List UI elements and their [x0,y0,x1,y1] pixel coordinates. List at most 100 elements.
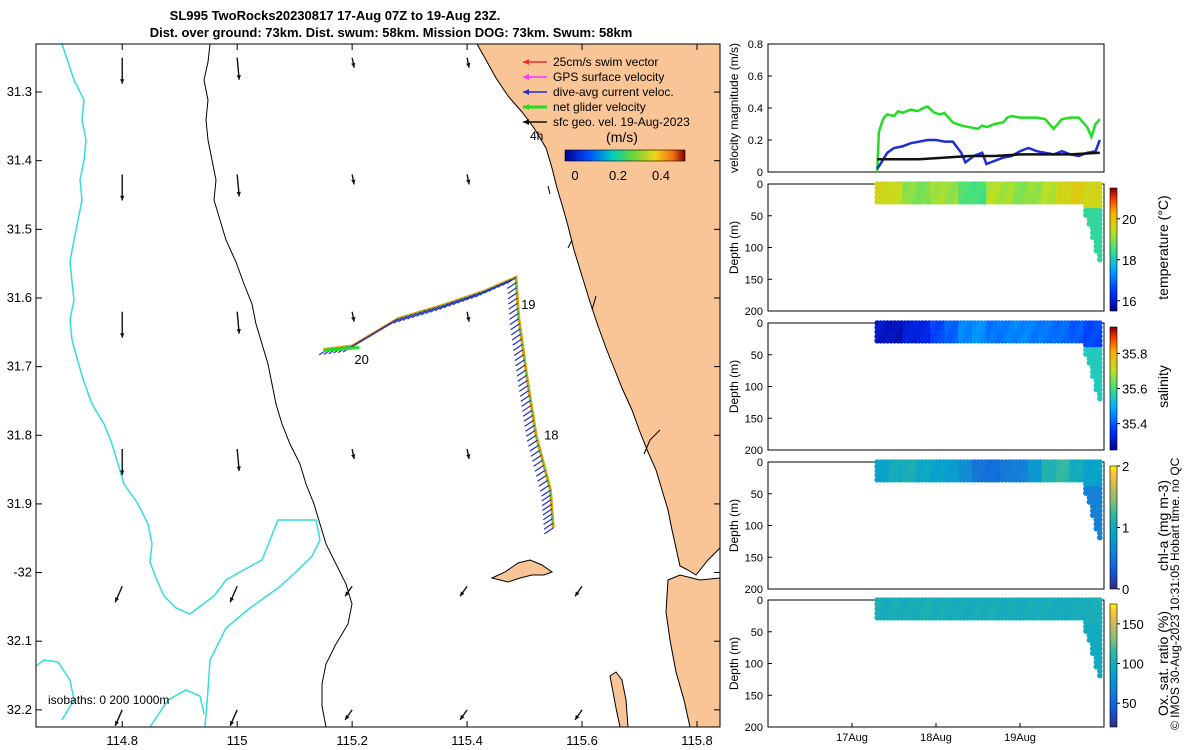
colorbar-tick-label: 0.2 [609,168,627,183]
current-arrowhead [351,454,356,459]
time-xtick-label: 17Aug [836,732,868,744]
section-ytick-label: 200 [745,584,763,596]
map-frame [35,43,721,728]
section-data-point [1097,459,1103,465]
map-ytick-label: 31.8 [7,427,32,442]
dive-avg-current-vector [530,449,541,457]
dive-avg-current-vector [543,527,554,535]
legend-label: net glider velocity [553,100,646,114]
dive-avg-current-vector [434,304,445,312]
dive-avg-current-vector [507,287,518,295]
section-data-point [1097,190,1103,196]
legend-arrowhead [523,104,529,110]
legend-label: 25cm/s swim vector [553,55,658,69]
dive-avg-current-vector [531,454,542,462]
garden-island [609,671,629,727]
map-ytick-label: 31.9 [7,496,32,511]
section-data-point [1097,391,1103,397]
legend-label: sfc geo. vel. 19-Aug-2023 [553,115,690,129]
velocity-series-line [876,138,1101,170]
map-ytick-label: 31.7 [7,359,32,374]
dive-avg-current-vector [507,292,518,300]
legend-arrowhead [523,119,529,125]
current-arrowhead [575,714,580,720]
section-ytick-label: 150 [745,413,763,425]
dive-avg-current-vector [519,389,530,397]
section-data-point [1097,637,1103,643]
section-data-point [1097,530,1103,536]
current-arrowhead [229,597,234,603]
section-data-point [1097,333,1103,340]
colorbar-tick-label: 150 [1122,617,1144,632]
current-arrowhead [236,75,241,80]
section-data-point [1097,382,1103,389]
section-ylabel: Depth (m) [727,360,741,413]
dive-avg-current-vector [430,305,440,313]
current-arrowhead [351,179,356,185]
section-colorbar [1109,326,1118,451]
section-ylabel: Depth (m) [727,637,741,690]
section-data-point [1097,646,1103,652]
section-data-point [1097,623,1103,630]
section-data-point [1097,378,1103,384]
current-arrowhead [351,62,356,68]
dive-avg-current-vector [439,302,449,310]
section-data-point [1097,373,1103,380]
map-xtick-label: 115.8 [681,733,713,748]
legend-arrowhead [523,59,529,65]
section-data-point [1097,395,1103,402]
current-arrowhead [236,466,241,471]
land-mainland [476,44,720,727]
dive-avg-current-vector [541,499,552,507]
section-axes [767,322,1105,451]
section-ytick-label: 0 [757,595,763,607]
dive-avg-current-vector [510,323,520,331]
map-xtick-label: 115.4 [451,733,483,748]
colorbar-tick-label: 100 [1122,657,1144,672]
section-data-point [1097,194,1103,201]
section-data-point [1097,207,1103,214]
section-colorbar [1109,465,1118,590]
dive-avg-current-vector [502,278,512,286]
map-ytick-label: 32.1 [7,633,32,648]
colorbar-tick-label: 50 [1122,696,1136,711]
dive-avg-current-vector [542,503,552,511]
colorbar-unit: (m/s) [606,129,638,145]
colorbar-tick-label: 0.4 [652,168,670,183]
dive-avg-current-vector [443,301,454,309]
map-ytick-label: 31.5 [7,221,32,236]
chart-title-line1: SL995 TwoRocks20230817 17-Aug 07Z to 19-… [169,8,501,23]
section-data-point [1097,199,1103,205]
section-data-point [1097,239,1103,245]
section-ylabel: Depth (m) [727,499,741,552]
colorbar-tick-label: 0 [1122,582,1129,597]
section-ytick-label: 150 [745,274,763,286]
section-data-point [1097,243,1103,249]
section-data-point [1097,517,1103,523]
section-ytick-label: 100 [745,659,763,671]
dive-avg-current-vector [508,302,519,310]
dive-avg-current-vector [515,359,525,367]
chart-title-line2: Dist. over ground: 73km. Dist. swum: 58k… [149,25,633,40]
dive-avg-current-vector [484,286,494,294]
section-data-point [1097,597,1103,603]
section-data-point [1097,247,1103,254]
section-data-point [1097,508,1103,514]
time-xtick-label: 19Aug [1004,732,1036,744]
section-data-point [1097,216,1103,223]
section-data-point [1097,494,1103,501]
section-data-point [1097,512,1103,519]
current-arrowhead [345,591,350,597]
section-data-point [1097,320,1103,326]
velocity-ytick-label: 0.8 [748,39,763,51]
section-data-point [1097,525,1103,532]
section-data-point [1097,324,1103,331]
section-ytick-label: 200 [745,445,763,457]
current-arrowhead [236,329,241,334]
section-data-point [1097,463,1103,470]
dive-avg-current-vector [517,374,528,382]
section-ytick-label: 0 [757,318,763,330]
section-data-point [1097,632,1103,639]
section-data-point [1097,364,1103,371]
